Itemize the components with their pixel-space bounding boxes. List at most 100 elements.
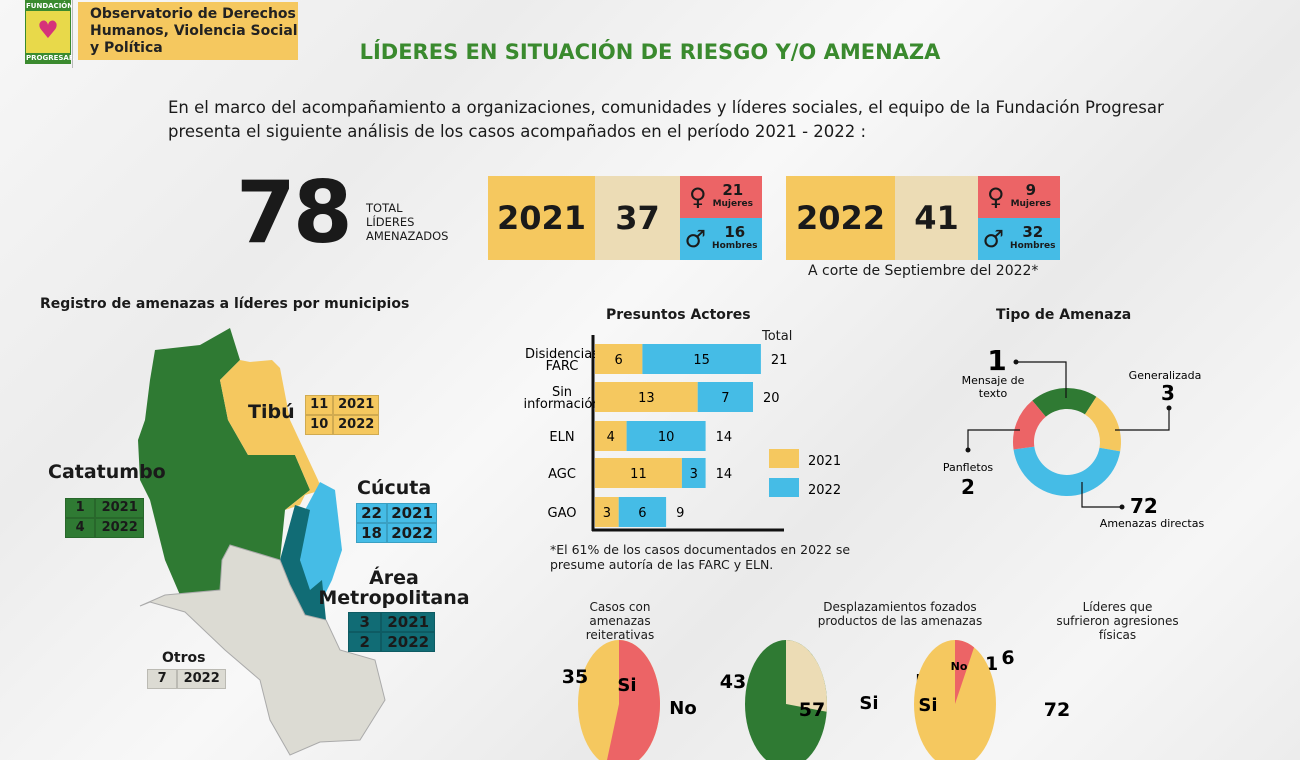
legend-label: 2021 <box>808 454 841 469</box>
bar-total-label: 21 <box>771 353 788 368</box>
bar-chart-title: Presuntos Actores <box>606 307 751 323</box>
year: 2021 <box>387 503 437 523</box>
leader-line <box>1115 408 1170 431</box>
pie2-title: Desplazamientos fozados productos de las… <box>817 600 983 628</box>
region-area-metropolitana <box>280 505 326 620</box>
bar-value-label: 13 <box>638 391 655 406</box>
total-label: TOTAL LÍDERES AMENAZADOS <box>366 201 448 243</box>
bar-total-header: Total <box>762 329 793 344</box>
men-label: Hombres <box>712 241 758 251</box>
pie-slice-label: Si <box>617 675 636 696</box>
bar-value-label: 3 <box>690 467 698 482</box>
count: 10 <box>305 415 334 435</box>
logo: FUNDACIÓN ♥ PROGRESAR <box>25 0 74 64</box>
woman-icon: ♀ <box>986 183 1005 211</box>
leader-line <box>1016 361 1067 398</box>
map-table-cucuta: 22 2021 18 2022 <box>356 503 437 543</box>
region-catatumbo <box>138 328 310 595</box>
bar-2021 <box>595 382 698 412</box>
count: 18 <box>356 523 388 543</box>
pie-slice-label: Si <box>918 695 937 716</box>
men-count: 16 <box>724 223 746 241</box>
legend-label: 2022 <box>808 483 841 498</box>
pie1-title: Casos con amenazas reiterativas <box>585 600 655 642</box>
bar-value-label: 11 <box>630 467 647 482</box>
bar-2022 <box>697 382 753 412</box>
bar-value-label: 15 <box>693 353 710 368</box>
bar-2022 <box>681 458 706 488</box>
pie-value: 72 <box>1044 699 1070 721</box>
bar-value-label: 10 <box>658 430 675 445</box>
men-count: 32 <box>1022 223 1044 241</box>
year-label: 2022 <box>786 176 895 260</box>
map-table-area-metropolitana: 3 2021 2 2022 <box>348 612 435 652</box>
year-box-2022: 2022 41 ♀ 9 Mujeres ♂ 32 Hombres <box>786 176 1060 260</box>
donut-label: Panfletos <box>943 461 994 474</box>
bar-2021 <box>595 458 682 488</box>
page-title: LÍDERES EN SITUACIÓN DE RIESGO Y/O AMENA… <box>359 40 941 64</box>
pie-slice-label: No <box>951 660 968 673</box>
bar-2022 <box>618 497 667 527</box>
donut-slice-mensaje-de-texto <box>1032 387 1097 417</box>
pie-slice-no <box>607 640 660 760</box>
year: 2021 <box>333 395 379 415</box>
year: 2022 <box>333 415 379 435</box>
total-label-1: TOTAL <box>366 201 403 215</box>
donut-value: 72 <box>1130 494 1158 518</box>
divider <box>72 0 73 68</box>
women-label: Mujeres <box>1010 199 1052 209</box>
year-label: 2021 <box>488 176 595 260</box>
donut-value: 3 <box>1161 381 1175 405</box>
leader-dot <box>1166 405 1172 411</box>
man-icon: ♂ <box>684 225 707 253</box>
count: 4 <box>65 518 96 538</box>
map-table-catatumbo: 1 2021 4 2022 <box>65 498 144 538</box>
donut-slice-amenazas-directas <box>1013 446 1121 496</box>
pie-slice-no <box>786 640 827 712</box>
year: 2022 <box>95 518 144 538</box>
map-label-tibu: Tibú <box>248 401 295 423</box>
category-label: ELN <box>549 430 574 445</box>
cutoff-note: A corte de Septiembre del 2022* <box>808 263 1039 279</box>
bar-2022 <box>642 344 761 374</box>
map-label-area-metropolitana: Área Metropolitana <box>318 567 470 609</box>
pie-slice-label: Si <box>859 693 878 714</box>
map-table-tibu: 11 2021 10 2022 <box>305 395 379 435</box>
hand-dove-icon: ♥ <box>37 16 59 44</box>
category-label: AGC <box>548 467 576 482</box>
bar-2021 <box>595 344 643 374</box>
donut-label: Generalizada <box>1129 369 1202 382</box>
donut-label: Mensaje de <box>962 374 1025 387</box>
category-label: Sin <box>552 385 572 400</box>
total-leaders: 78 <box>236 163 353 263</box>
bar-value-label: 4 <box>607 430 615 445</box>
donut-value: 1 <box>987 344 1006 377</box>
bar-total-label: 14 <box>716 430 733 445</box>
total-label-2: LÍDERES <box>366 215 415 229</box>
legend-swatch-2021 <box>769 449 799 468</box>
map-label-otros: Otros <box>162 650 206 666</box>
region-tibu <box>220 360 322 510</box>
bar-2021 <box>595 497 619 527</box>
bar-total-label: 14 <box>716 467 733 482</box>
category-label: información <box>523 397 600 412</box>
leader-dot <box>1013 359 1019 365</box>
year: 2022 <box>381 632 435 652</box>
municipality-map <box>138 328 386 756</box>
pie-value: 57 <box>799 699 825 721</box>
category-label: GAO <box>548 506 577 521</box>
observatory-box: Observatorio de Derechos Humanos, Violen… <box>78 2 298 60</box>
count: 7 <box>147 669 178 689</box>
count: 1 <box>65 498 96 518</box>
pie3-title: Líderes que sufrieron agresiones físicas <box>1056 600 1179 642</box>
count: 3 <box>348 612 382 632</box>
bar-2022 <box>626 421 706 451</box>
donut-value: 2 <box>961 475 975 499</box>
year-total: 37 <box>595 176 680 260</box>
bar-value-label: 6 <box>615 353 623 368</box>
bar-total-label: 20 <box>763 391 780 406</box>
category-label: Disidencias <box>525 347 599 362</box>
map-title: Registro de amenazas a líderes por munic… <box>40 296 410 312</box>
